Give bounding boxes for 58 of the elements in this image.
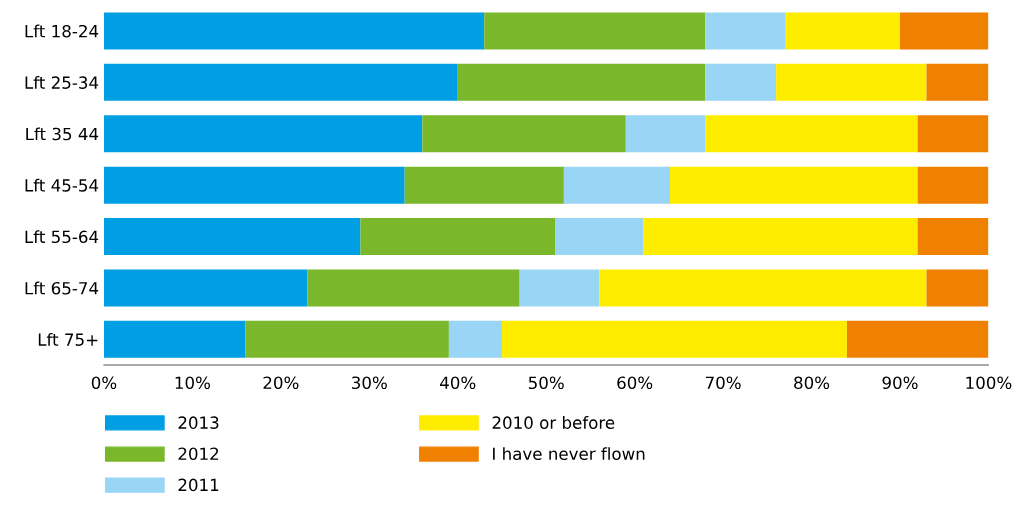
x-tick-label: 100%	[966, 376, 1012, 390]
bar	[563, 166, 671, 204]
x-tick-label: 40%	[440, 376, 476, 390]
bar	[519, 269, 600, 307]
bar	[705, 63, 777, 101]
bar	[705, 115, 918, 153]
bar	[103, 218, 361, 256]
bar	[785, 12, 900, 50]
legend-label: 2010 or before	[492, 416, 615, 429]
bar	[457, 63, 706, 101]
y-tick-label: Lft 35 44	[26, 127, 99, 141]
bar	[448, 320, 502, 358]
x-tick-label: 30%	[352, 376, 387, 390]
bar	[360, 218, 556, 256]
bar	[103, 63, 458, 101]
bar	[103, 115, 423, 153]
bar	[643, 218, 918, 256]
legend-label: 2012	[178, 447, 219, 461]
bar	[705, 12, 785, 50]
bar	[917, 218, 989, 256]
y-tick-label: Lft 25-34	[25, 76, 99, 89]
bar	[103, 12, 485, 50]
x-tick-label: 10%	[175, 376, 210, 390]
x-tick-label: 60%	[617, 376, 653, 390]
y-tick-label: Lft 55-64	[25, 230, 99, 244]
y-tick-label: Lft 45-54	[25, 178, 99, 192]
x-tick-label: 0%	[91, 376, 117, 390]
bar	[926, 269, 989, 307]
x-tick-label: 90%	[882, 376, 918, 390]
x-tick-label: 70%	[705, 376, 741, 390]
bar	[899, 12, 989, 50]
bar	[917, 115, 989, 153]
bar	[245, 320, 449, 358]
x-tick-label: 50%	[528, 376, 564, 390]
bar	[422, 115, 626, 153]
y-tick-label: Lft 75+	[38, 333, 98, 346]
legend-label: 2013	[178, 416, 219, 429]
legend-label: I have never flown	[493, 447, 645, 461]
bar	[307, 269, 520, 307]
bar	[926, 63, 989, 101]
bar	[103, 269, 308, 307]
bar	[917, 166, 989, 204]
bar	[776, 63, 927, 101]
bar	[555, 218, 644, 256]
x-tick-label: 20%	[263, 376, 299, 390]
bar	[846, 320, 989, 358]
y-tick-label: Lft 18-24	[25, 24, 99, 38]
bar	[501, 320, 847, 358]
bar	[103, 166, 405, 204]
legend-label: 2011	[178, 478, 219, 492]
bar	[404, 166, 564, 204]
bar	[599, 269, 927, 307]
bar	[103, 320, 246, 358]
y-tick-label: Lft 65-74	[25, 281, 99, 295]
bar	[484, 12, 706, 50]
bar	[625, 115, 706, 153]
x-tick-label: 80%	[794, 376, 830, 390]
bar	[670, 166, 918, 204]
